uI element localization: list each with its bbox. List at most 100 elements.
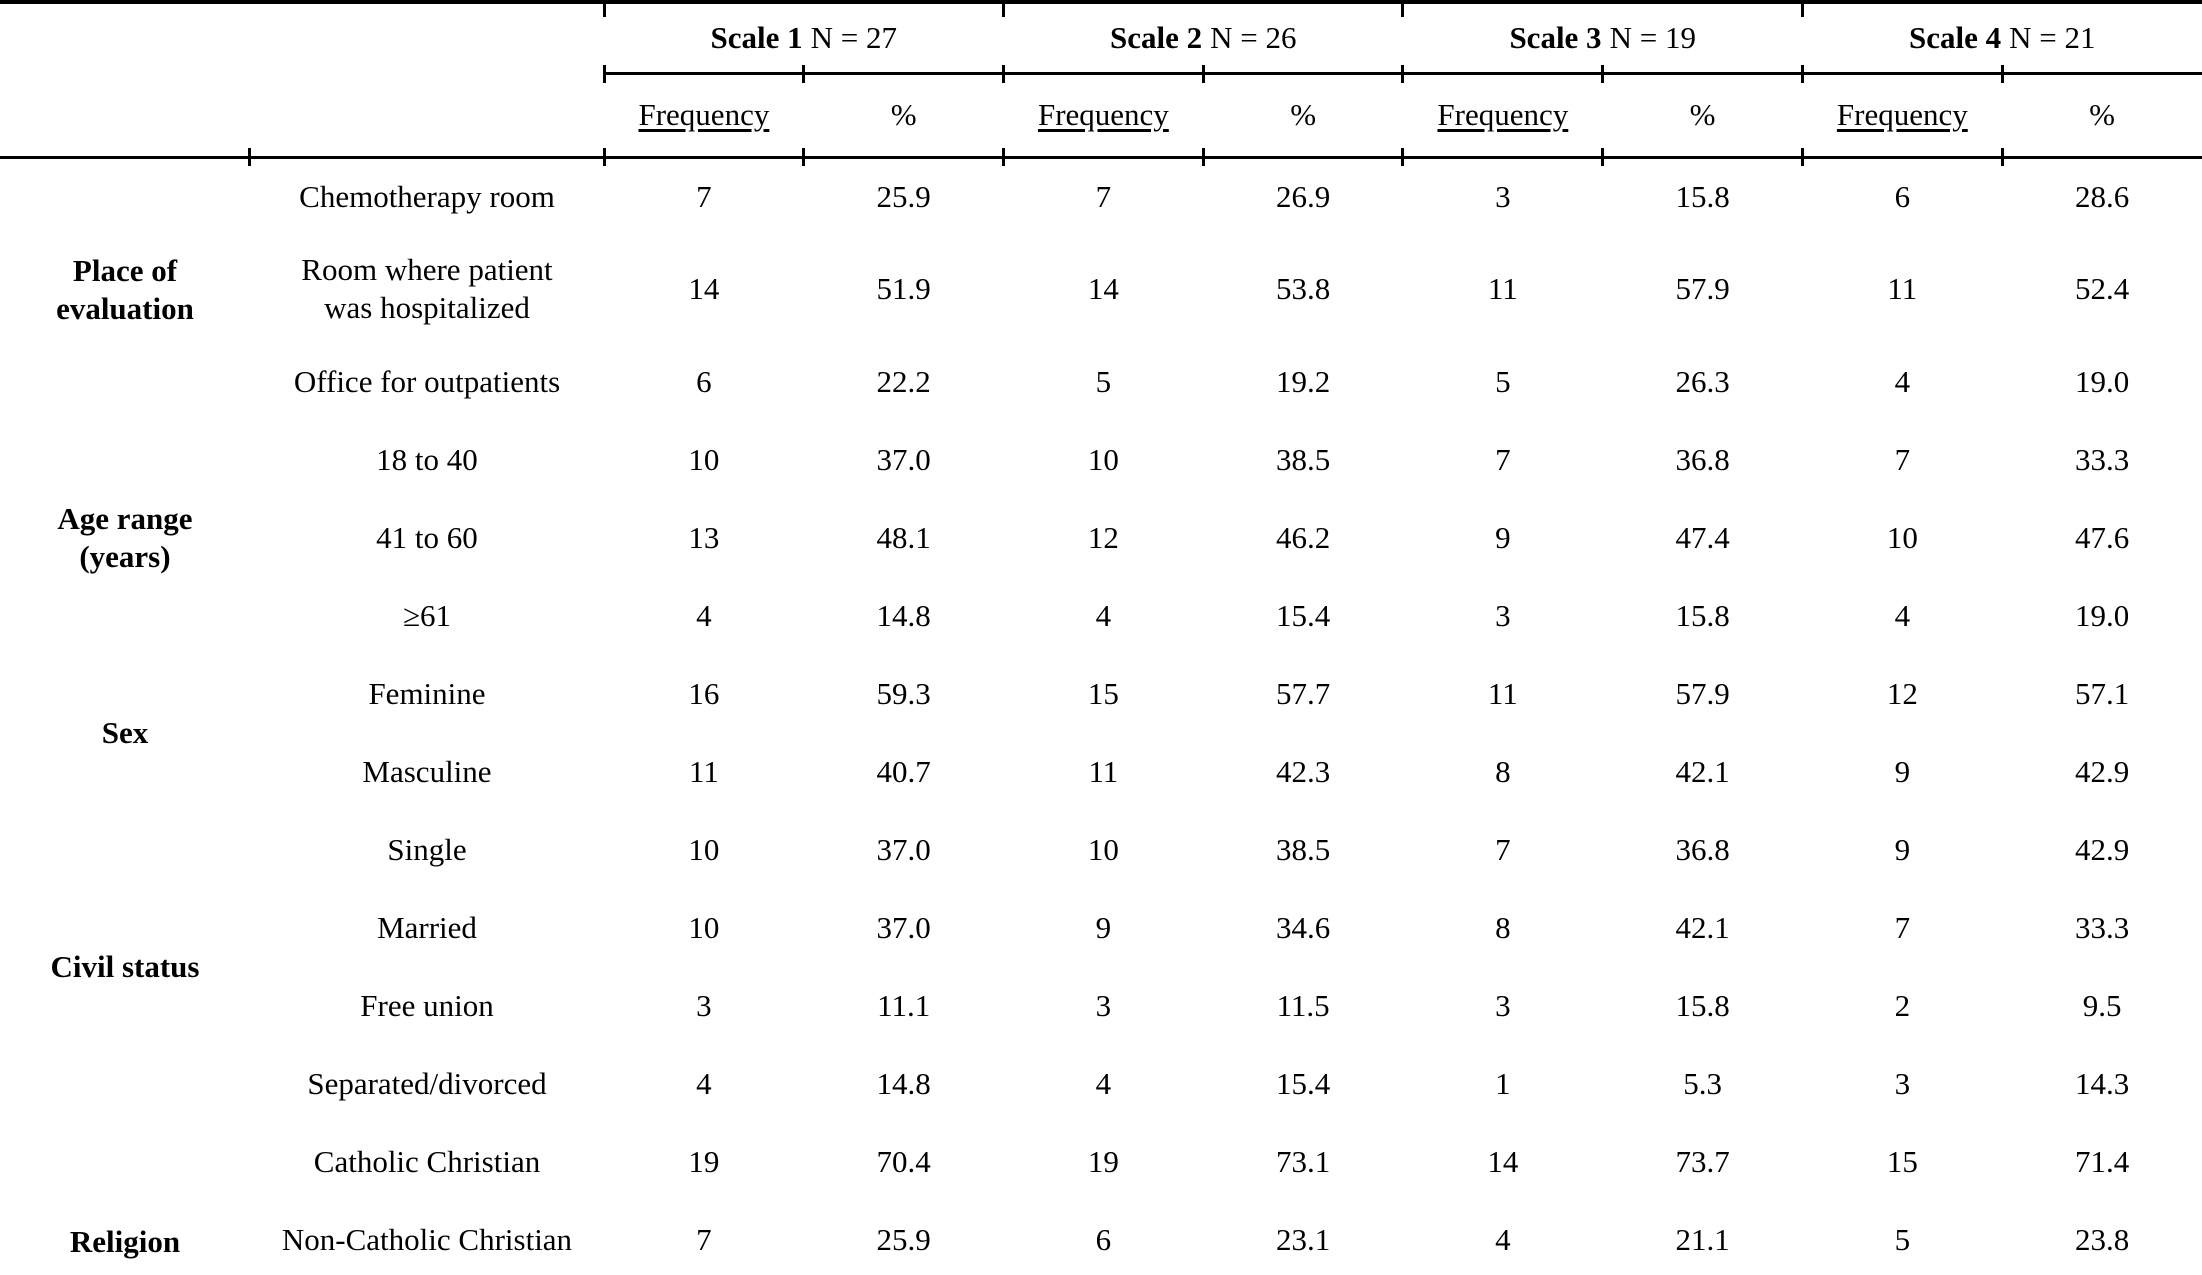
percent-header: % xyxy=(802,63,1004,164)
scale-3-n: N = 19 xyxy=(1609,19,1696,55)
group-column-spacer xyxy=(0,73,250,159)
percent-value: 36.8 xyxy=(1675,832,1730,868)
percent-value: 42.1 xyxy=(1675,910,1730,946)
frequency-value: 12 xyxy=(1087,520,1119,556)
frequency-value: 14 xyxy=(1087,271,1119,307)
scale-4-title: Scale 4 xyxy=(1908,19,2002,55)
frequency-value: 15 xyxy=(1087,676,1119,712)
frequency-value: 7 xyxy=(1894,910,1911,946)
group-label: Civil status xyxy=(50,949,200,985)
percent-value: 5.3 xyxy=(1683,1066,1722,1102)
frequency-value: 14 xyxy=(1487,1144,1519,1180)
frequency-value: 19 xyxy=(1087,1144,1119,1180)
percent-value: 46.2 xyxy=(1275,520,1331,556)
frequency-header: Frequency xyxy=(1401,63,1603,164)
frequency-value: 11 xyxy=(1487,676,1518,712)
percent-value: 40.7 xyxy=(876,754,931,790)
percent-value: 21.1 xyxy=(1675,1222,1730,1258)
frequency-value: 15 xyxy=(1886,1144,1918,1180)
frequency-value: 9 xyxy=(1495,520,1511,556)
table-row: Age range (years) 18 to 40 10 37.0 10 38.5 7 36… xyxy=(0,421,2202,574)
percent-value: 38.5 xyxy=(1275,442,1331,478)
percent-value: 71.4 xyxy=(2074,1144,2130,1180)
percent-value: 11.1 xyxy=(877,988,931,1024)
scale-1-n: N = 27 xyxy=(810,19,898,55)
percent-value: 57.7 xyxy=(1275,676,1331,712)
table-row: Married 10 37.0 9 34.6 8 42.1 7 33.3 xyxy=(0,889,2202,967)
frequency-value: 5 xyxy=(1095,364,1112,400)
table-row: ≥61 4 14.8 4 15.4 3 15.8 4 19.0 xyxy=(0,577,2202,655)
frequency-value: 10 xyxy=(688,910,720,946)
frequency-value: 4 xyxy=(1894,598,1911,634)
percent-value: 14.8 xyxy=(876,1066,931,1102)
frequency-value: 13 xyxy=(688,520,720,556)
frequency-value: 4 xyxy=(1095,1066,1112,1102)
table-body: Place of evaluation Chemotherapy room 7 25.… xyxy=(0,157,2202,1275)
percent-value: 70.4 xyxy=(876,1144,931,1180)
frequency-value: 9 xyxy=(1095,910,1112,946)
percent-value: 33.3 xyxy=(2074,442,2130,478)
frequency-value: 4 xyxy=(1894,364,1911,400)
category-label: Office for outpatients xyxy=(293,364,561,400)
frequency-value: 6 xyxy=(696,364,712,400)
table-row: Separated/divorced 4 14.8 4 15.4 1 5.3 3 14.3 xyxy=(0,1045,2202,1123)
frequency-value: 10 xyxy=(1886,520,1918,556)
frequency-value: 14 xyxy=(688,271,720,307)
percent-value: 37.0 xyxy=(876,910,931,946)
category-label: Separated/divorced xyxy=(307,1066,547,1102)
percent-value: 59.3 xyxy=(876,676,931,712)
frequency-value: 10 xyxy=(688,442,720,478)
frequency-header: Frequency xyxy=(602,63,804,164)
frequency-value: 4 xyxy=(696,598,712,634)
percent-value: 15.8 xyxy=(1675,988,1730,1024)
frequency-value: 3 xyxy=(1495,988,1511,1024)
category-label: Single xyxy=(387,832,467,868)
category-label: Room where patient was hospitalized xyxy=(301,252,553,325)
frequency-value: 10 xyxy=(688,832,720,868)
percent-value: 42.1 xyxy=(1675,754,1730,790)
frequency-value: 1 xyxy=(1495,1066,1511,1102)
percent-value: 42.9 xyxy=(2074,832,2130,868)
percent-value: 36.8 xyxy=(1675,442,1730,478)
percent-value: 33.3 xyxy=(2074,910,2130,946)
group-label: Religion xyxy=(69,1224,181,1260)
frequency-value: 4 xyxy=(1495,1222,1511,1258)
frequency-value: 4 xyxy=(696,1066,712,1102)
percent-value: 19.0 xyxy=(2074,598,2130,634)
category-label: 18 to 40 xyxy=(376,442,478,478)
scale-2-title: Scale 2 xyxy=(1109,19,1203,55)
group-label: Place of evaluation xyxy=(56,252,194,326)
frequency-value: 7 xyxy=(1095,178,1112,214)
category-column-spacer xyxy=(248,73,605,166)
frequency-value: 3 xyxy=(1495,598,1511,634)
category-label: Free union xyxy=(360,988,494,1024)
percent-value: 15.4 xyxy=(1275,598,1331,634)
percent-value: 42.3 xyxy=(1275,754,1331,790)
table-row: Non-Catholic Christian 7 25.9 6 23.1 4 21.1 5 23… xyxy=(0,1201,2202,1275)
percent-value: 14.8 xyxy=(876,598,931,634)
table-row: Masculine 11 40.7 11 42.3 8 42.1 9 42.9 xyxy=(0,733,2202,811)
frequency-value: 11 xyxy=(688,754,719,790)
percent-value: 47.6 xyxy=(2074,520,2130,556)
table-row: Sex Feminine 16 59.3 15 57.7 11 57.9 12 57.1 xyxy=(0,655,2202,750)
frequency-value: 8 xyxy=(1495,754,1511,790)
frequency-value: 4 xyxy=(1095,598,1112,634)
frequency-value: 11 xyxy=(1088,754,1119,790)
frequency-value: 11 xyxy=(1487,271,1518,307)
percent-value: 28.6 xyxy=(2074,178,2130,214)
frequency-value: 5 xyxy=(1495,364,1511,400)
table-row: Room where patient was hospitalized 14 51.… xyxy=(0,235,2202,343)
percent-value: 14.3 xyxy=(2074,1066,2130,1102)
frequency-value: 9 xyxy=(1894,754,1911,790)
percent-value: 15.4 xyxy=(1275,1066,1331,1102)
category-label: Chemotherapy room xyxy=(299,178,555,214)
scale-1-title: Scale 1 xyxy=(710,19,803,55)
scale-2-n: N = 26 xyxy=(1210,19,1297,55)
percent-value: 73.7 xyxy=(1675,1144,1730,1180)
percent-header: % xyxy=(1601,63,1803,164)
percent-value: 34.6 xyxy=(1275,910,1331,946)
percent-value: 73.1 xyxy=(1275,1144,1331,1180)
